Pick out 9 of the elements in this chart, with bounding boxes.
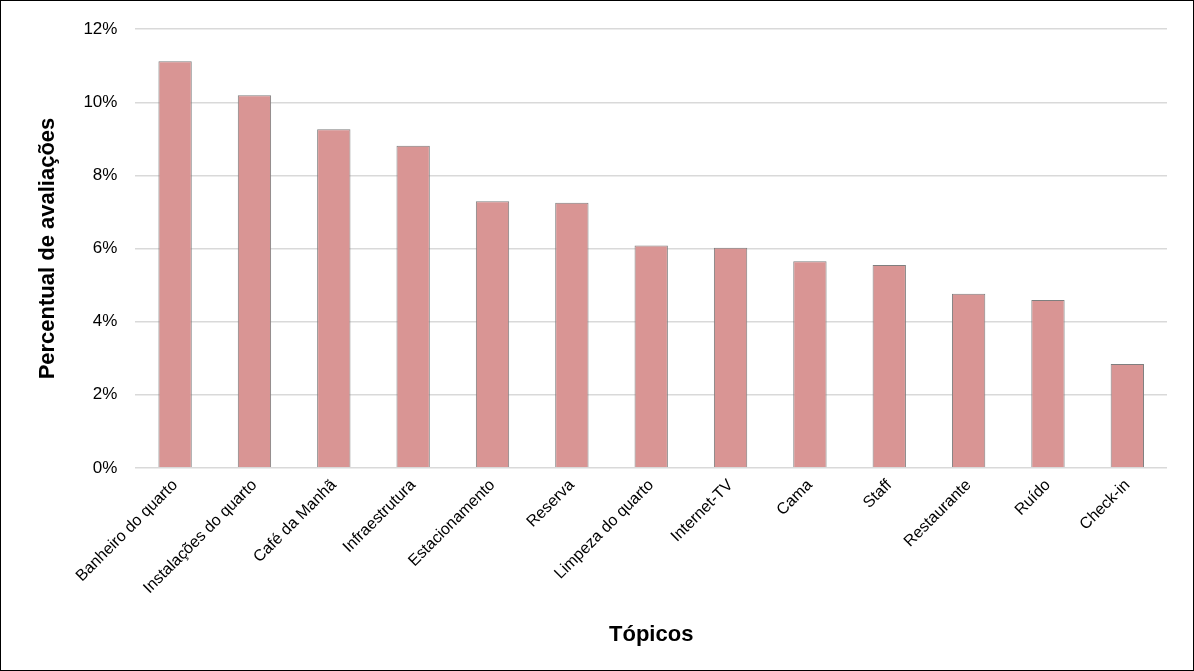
y-tick-label: 8% (92, 165, 118, 185)
y-tick-label: 10% (83, 91, 118, 111)
y-axis-title: Percentual de avaliações (34, 117, 60, 380)
x-axis-title: Tópicos (609, 620, 694, 646)
y-tick-label: 4% (92, 311, 118, 331)
y-tick-label: 2% (92, 384, 118, 404)
y-tick-label: 0% (92, 457, 118, 477)
y-tick-label: 12% (83, 18, 118, 38)
y-tick-label: 6% (92, 238, 118, 258)
